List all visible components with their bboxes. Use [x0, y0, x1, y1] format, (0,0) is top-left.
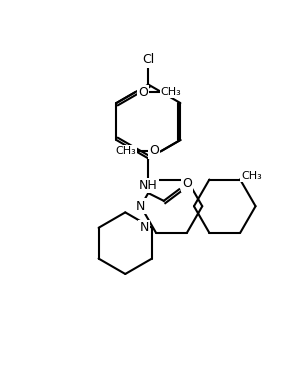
Text: O: O	[138, 86, 148, 99]
Text: N: N	[140, 221, 149, 234]
Text: CH₃: CH₃	[241, 171, 262, 181]
Text: N: N	[136, 200, 145, 213]
Text: CH₃: CH₃	[161, 87, 182, 97]
Text: O: O	[182, 177, 192, 190]
Text: NH: NH	[139, 179, 158, 192]
Text: O: O	[149, 144, 159, 157]
Text: Cl: Cl	[142, 53, 154, 66]
Text: CH₃: CH₃	[115, 146, 136, 156]
